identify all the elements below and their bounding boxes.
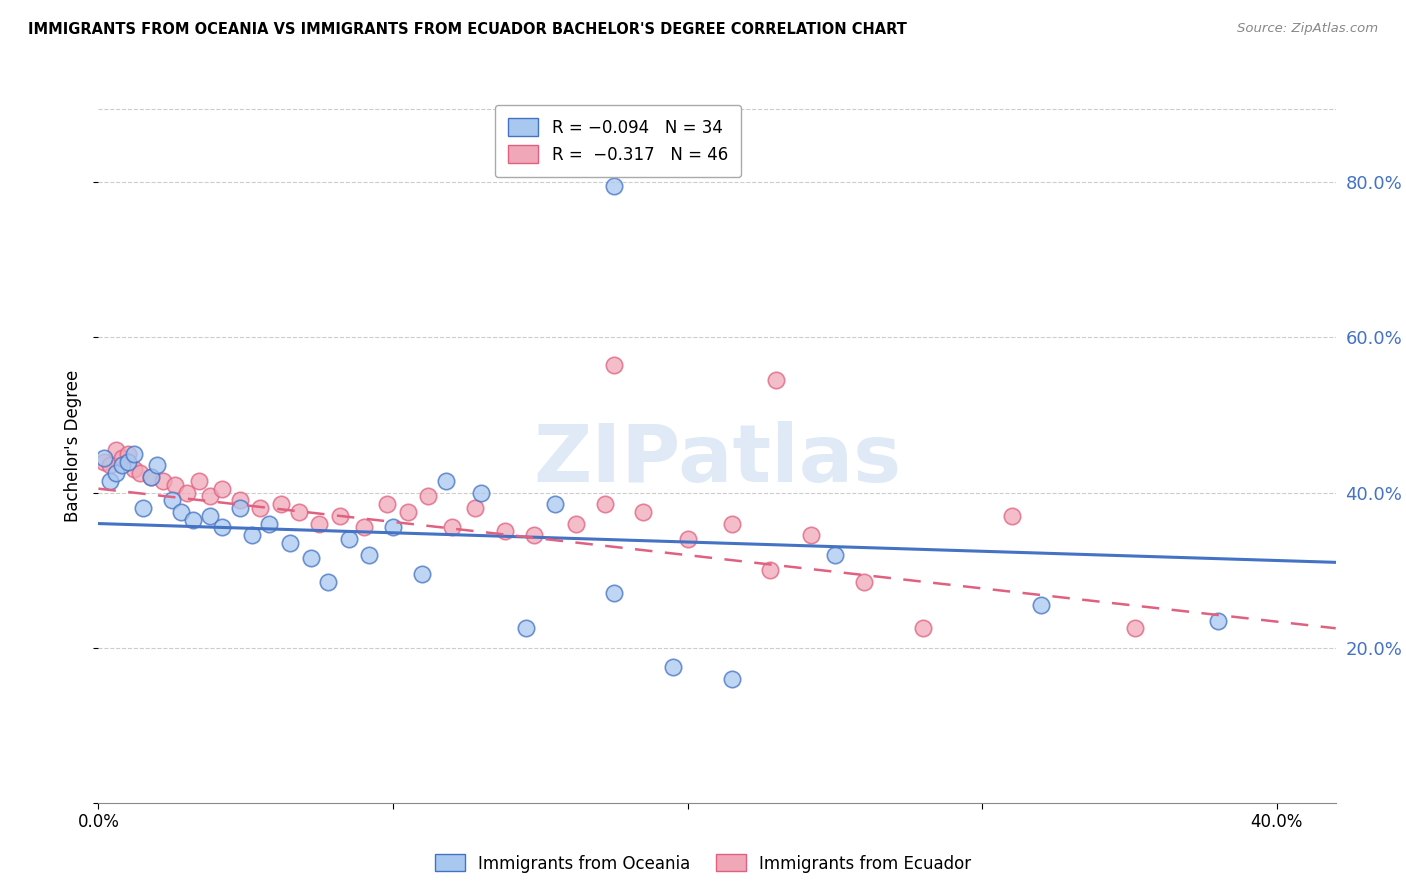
- Text: Source: ZipAtlas.com: Source: ZipAtlas.com: [1237, 22, 1378, 36]
- Point: [411, 566, 433, 581]
- Point: [249, 501, 271, 516]
- Point: [240, 528, 263, 542]
- Point: [676, 532, 699, 546]
- Point: [564, 516, 586, 531]
- Point: [418, 490, 440, 504]
- Point: [270, 497, 292, 511]
- Point: [259, 516, 281, 531]
- Point: [163, 477, 186, 491]
- Point: [98, 474, 121, 488]
- Point: [720, 672, 742, 686]
- Point: [396, 505, 419, 519]
- Point: [122, 447, 145, 461]
- Point: [117, 454, 139, 468]
- Point: [299, 551, 322, 566]
- Point: [211, 482, 233, 496]
- Point: [912, 621, 935, 635]
- Point: [1001, 508, 1024, 523]
- Point: [853, 574, 876, 589]
- Point: [603, 586, 626, 600]
- Point: [603, 358, 626, 372]
- Point: [229, 501, 252, 516]
- Point: [316, 574, 339, 589]
- Point: [93, 454, 115, 468]
- Point: [105, 442, 128, 457]
- Point: [494, 524, 516, 539]
- Point: [146, 458, 169, 473]
- Point: [141, 470, 163, 484]
- Point: [353, 520, 375, 534]
- Point: [287, 505, 309, 519]
- Point: [544, 497, 567, 511]
- Point: [329, 508, 352, 523]
- Point: [720, 516, 742, 531]
- Point: [603, 179, 626, 194]
- Point: [470, 485, 492, 500]
- Point: [765, 373, 787, 387]
- Point: [824, 548, 846, 562]
- Point: [211, 520, 233, 534]
- Point: [111, 458, 134, 473]
- Point: [440, 520, 463, 534]
- Point: [200, 490, 222, 504]
- Point: [1125, 621, 1147, 635]
- Point: [523, 528, 546, 542]
- Point: [131, 501, 153, 516]
- Point: [229, 493, 252, 508]
- Point: [152, 474, 174, 488]
- Point: [434, 474, 457, 488]
- Point: [181, 513, 204, 527]
- Point: [170, 505, 193, 519]
- Point: [176, 485, 198, 500]
- Point: [593, 497, 616, 511]
- Point: [278, 536, 301, 550]
- Point: [105, 466, 128, 480]
- Point: [337, 532, 360, 546]
- Point: [117, 447, 139, 461]
- Point: [128, 466, 150, 480]
- Legend: R = −0.094   N = 34, R =  −0.317   N = 46: R = −0.094 N = 34, R = −0.317 N = 46: [495, 104, 741, 177]
- Point: [464, 501, 486, 516]
- Point: [375, 497, 398, 511]
- Point: [515, 621, 537, 635]
- Point: [359, 548, 381, 562]
- Point: [1029, 598, 1052, 612]
- Point: [662, 660, 685, 674]
- Legend: Immigrants from Oceania, Immigrants from Ecuador: Immigrants from Oceania, Immigrants from…: [429, 847, 977, 880]
- Point: [633, 505, 655, 519]
- Text: ZIPatlas: ZIPatlas: [533, 421, 901, 500]
- Point: [187, 474, 209, 488]
- Point: [382, 520, 405, 534]
- Point: [200, 508, 222, 523]
- Point: [308, 516, 330, 531]
- Point: [141, 470, 163, 484]
- Text: IMMIGRANTS FROM OCEANIA VS IMMIGRANTS FROM ECUADOR BACHELOR'S DEGREE CORRELATION: IMMIGRANTS FROM OCEANIA VS IMMIGRANTS FR…: [28, 22, 907, 37]
- Point: [93, 450, 115, 465]
- Point: [98, 458, 121, 473]
- Y-axis label: Bachelor's Degree: Bachelor's Degree: [65, 370, 83, 522]
- Point: [122, 462, 145, 476]
- Point: [800, 528, 823, 542]
- Point: [160, 493, 183, 508]
- Point: [111, 450, 134, 465]
- Point: [759, 563, 782, 577]
- Point: [1206, 614, 1229, 628]
